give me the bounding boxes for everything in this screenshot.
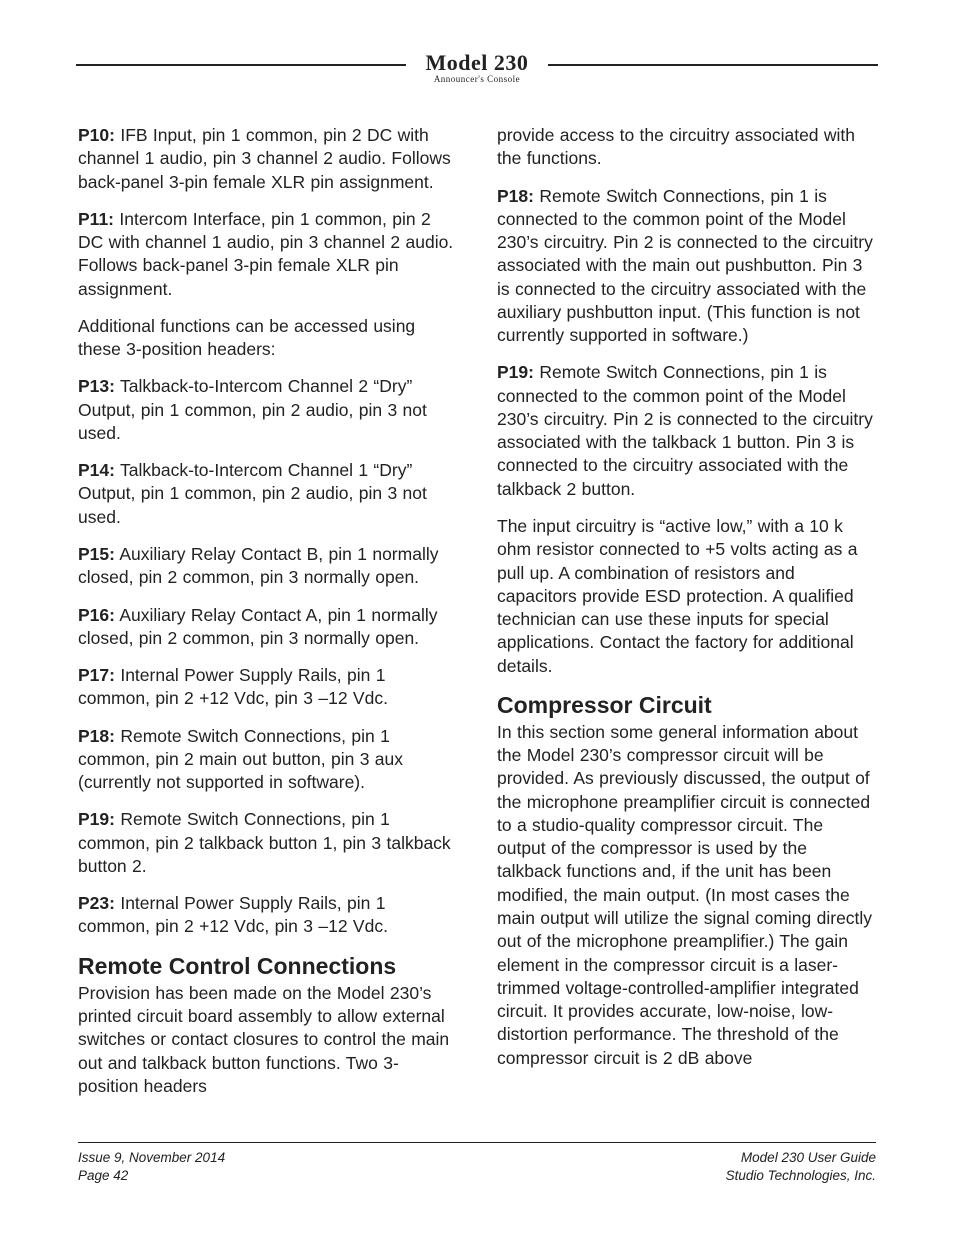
footer-right: Model 230 User Guide Studio Technologies… [726, 1149, 876, 1185]
label-p17: P17: [78, 665, 115, 685]
para-p23: P23: Internal Power Supply Rails, pin 1 … [78, 892, 457, 939]
text-p18: Remote Switch Connections, pin 1 common,… [78, 726, 403, 793]
para-p18b: P18: Remote Switch Connections, pin 1 is… [497, 185, 876, 348]
text-p19b: Remote Switch Connections, pin 1 is conn… [497, 362, 873, 498]
text-p19: Remote Switch Connections, pin 1 common,… [78, 809, 451, 876]
label-p14: P14: [78, 460, 115, 480]
text-p11: Intercom Interface, pin 1 common, pin 2 … [78, 209, 453, 299]
footer-issue: Issue 9, November 2014 [78, 1149, 225, 1167]
rule-left [76, 64, 406, 66]
masthead-subtitle: Announcer's Console [78, 74, 876, 84]
text-p23: Internal Power Supply Rails, pin 1 commo… [78, 893, 388, 936]
page-masthead: Model 230 Announcer's Console [78, 50, 876, 84]
para-p18: P18: Remote Switch Connections, pin 1 co… [78, 725, 457, 795]
para-compressor-body: In this section some general information… [497, 721, 876, 1070]
para-active-low: The input circuitry is “active low,” wit… [497, 515, 876, 678]
para-p11: P11: Intercom Interface, pin 1 common, p… [78, 208, 457, 301]
label-p18b: P18: [497, 186, 534, 206]
page-footer: Issue 9, November 2014 Page 42 Model 230… [78, 1142, 876, 1185]
label-p13: P13: [78, 376, 115, 396]
text-p14: Talkback-to-Intercom Channel 1 “Dry” Out… [78, 460, 427, 527]
label-p15: P15: [78, 544, 115, 564]
label-p18: P18: [78, 726, 115, 746]
footer-page: Page 42 [78, 1167, 225, 1185]
footer-guide: Model 230 User Guide [726, 1149, 876, 1167]
text-p13: Talkback-to-Intercom Channel 2 “Dry” Out… [78, 376, 427, 443]
para-p14: P14: Talkback-to-Intercom Channel 1 “Dry… [78, 459, 457, 529]
para-p16: P16: Auxiliary Relay Contact A, pin 1 no… [78, 604, 457, 651]
label-p11: P11: [78, 209, 114, 229]
label-p16: P16: [78, 605, 115, 625]
para-p10: P10: IFB Input, pin 1 common, pin 2 DC w… [78, 124, 457, 194]
text-p15: Auxiliary Relay Contact B, pin 1 normall… [78, 544, 438, 587]
heading-compressor: Compressor Circuit [497, 692, 876, 719]
text-p10: IFB Input, pin 1 common, pin 2 DC with c… [78, 125, 451, 192]
label-p23: P23: [78, 893, 115, 913]
footer-left: Issue 9, November 2014 Page 42 [78, 1149, 225, 1185]
para-p19b: P19: Remote Switch Connections, pin 1 is… [497, 361, 876, 501]
label-p19b: P19: [497, 362, 534, 382]
para-p19: P19: Remote Switch Connections, pin 1 co… [78, 808, 457, 878]
para-p13: P13: Talkback-to-Intercom Channel 2 “Dry… [78, 375, 457, 445]
label-p19: P19: [78, 809, 115, 829]
masthead-title: Model 230 [414, 50, 541, 76]
body-columns: P10: IFB Input, pin 1 common, pin 2 DC w… [78, 124, 876, 1112]
right-column: provide access to the circuitry associat… [497, 124, 876, 1112]
footer-company: Studio Technologies, Inc. [726, 1167, 876, 1185]
para-remote-body: Provision has been made on the Model 230… [78, 982, 457, 1098]
text-p16: Auxiliary Relay Contact A, pin 1 normall… [78, 605, 438, 648]
rule-right [548, 64, 878, 66]
para-p15: P15: Auxiliary Relay Contact B, pin 1 no… [78, 543, 457, 590]
text-p17: Internal Power Supply Rails, pin 1 commo… [78, 665, 388, 708]
text-p18b: Remote Switch Connections, pin 1 is conn… [497, 186, 873, 346]
para-p17: P17: Internal Power Supply Rails, pin 1 … [78, 664, 457, 711]
heading-remote-control: Remote Control Connections [78, 953, 457, 980]
para-provide: provide access to the circuitry associat… [497, 124, 876, 171]
label-p10: P10: [78, 125, 115, 145]
para-additional: Additional functions can be accessed usi… [78, 315, 457, 362]
left-column: P10: IFB Input, pin 1 common, pin 2 DC w… [78, 124, 457, 1112]
